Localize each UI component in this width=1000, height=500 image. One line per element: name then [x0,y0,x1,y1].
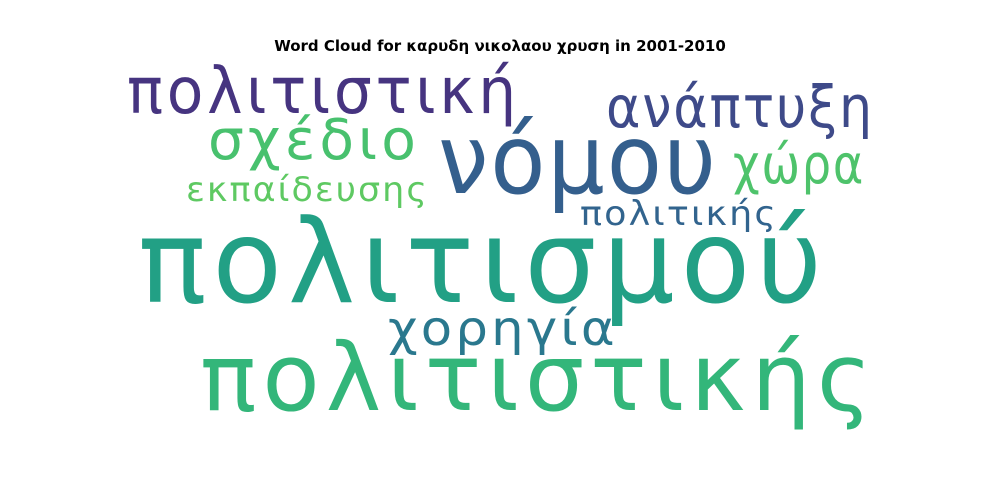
chart-title: Word Cloud for καρυδη νικολαου χρυση in … [274,37,726,55]
word-3: νόμου [438,104,718,215]
word-7: χώρα [733,132,865,195]
word-10: εκπαίδευσης [186,170,429,209]
word-5: ανάπτυξη [606,74,874,141]
word-2: πολιτιστικής [200,324,878,433]
word-4: πολιτιστική [127,54,520,128]
word-9: πολιτικής [580,194,778,234]
word-8: χορηγία [388,301,618,357]
word-6: σχέδιο [208,108,420,173]
word-1: πολιτισμού [138,195,828,330]
